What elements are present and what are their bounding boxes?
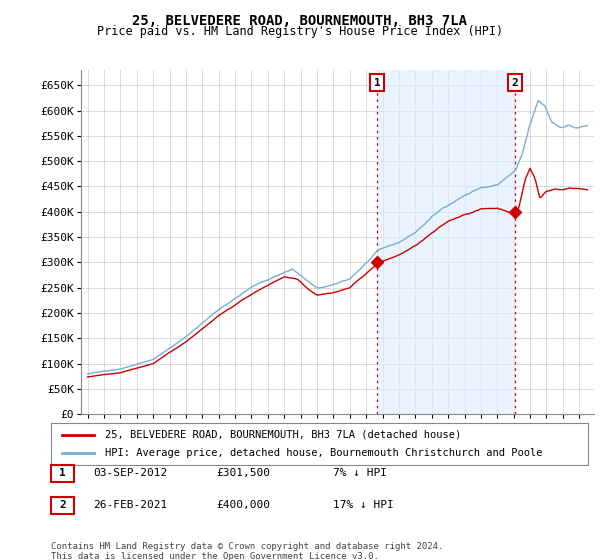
- Bar: [377, 70, 515, 414]
- Text: HPI: Average price, detached house, Bournemouth Christchurch and Poole: HPI: Average price, detached house, Bour…: [105, 448, 542, 458]
- Text: 25, BELVEDERE ROAD, BOURNEMOUTH, BH3 7LA (detached house): 25, BELVEDERE ROAD, BOURNEMOUTH, BH3 7LA…: [105, 430, 461, 440]
- Text: £400,000: £400,000: [216, 500, 270, 510]
- Text: 2: 2: [59, 500, 66, 510]
- Text: 03-SEP-2012: 03-SEP-2012: [93, 468, 167, 478]
- Text: 25, BELVEDERE ROAD, BOURNEMOUTH, BH3 7LA: 25, BELVEDERE ROAD, BOURNEMOUTH, BH3 7LA: [133, 14, 467, 28]
- Text: Price paid vs. HM Land Registry's House Price Index (HPI): Price paid vs. HM Land Registry's House …: [97, 25, 503, 38]
- Text: 17% ↓ HPI: 17% ↓ HPI: [333, 500, 394, 510]
- Text: 2: 2: [512, 78, 518, 88]
- Text: 1: 1: [374, 78, 380, 88]
- Text: £301,500: £301,500: [216, 468, 270, 478]
- Text: 1: 1: [59, 468, 66, 478]
- Text: Contains HM Land Registry data © Crown copyright and database right 2024.
This d: Contains HM Land Registry data © Crown c…: [51, 542, 443, 560]
- Text: 7% ↓ HPI: 7% ↓ HPI: [333, 468, 387, 478]
- Text: 26-FEB-2021: 26-FEB-2021: [93, 500, 167, 510]
